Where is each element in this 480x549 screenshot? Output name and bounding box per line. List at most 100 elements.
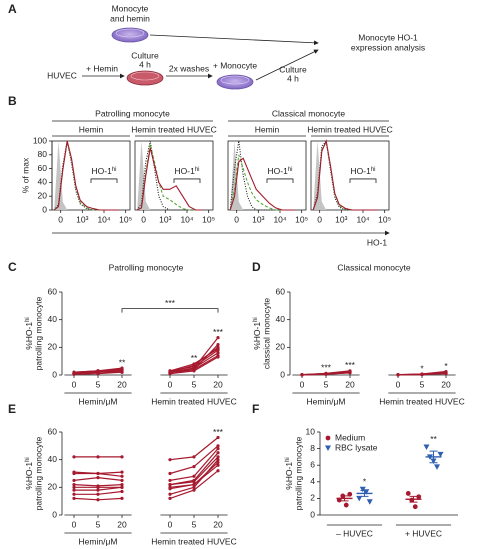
y-tick-label: 20 xyxy=(48,482,58,492)
significance: *** xyxy=(345,360,356,370)
donor-point xyxy=(72,470,76,474)
diagram-label: + Hemin xyxy=(86,63,118,73)
y-tick-label: 6 xyxy=(310,459,315,469)
donor-point xyxy=(120,470,124,474)
diagram-label: 2x washes xyxy=(169,63,209,73)
data-point xyxy=(423,444,430,450)
y-axis-label-text: %HO-1 xyxy=(24,322,34,350)
gate-label: HO-1hi xyxy=(268,166,293,176)
donor-point xyxy=(216,469,220,473)
x-tick-label: 10³ xyxy=(252,214,264,224)
data-point xyxy=(434,464,440,470)
y-tick-label: 40 xyxy=(276,314,286,324)
gate-label-text: HO-1 xyxy=(175,166,196,176)
y-axis-label-sup: hi xyxy=(25,457,31,462)
x-tick-label: 10⁵ xyxy=(202,214,215,224)
x-tick-label: 0 xyxy=(72,379,77,389)
isotype-area xyxy=(137,141,203,210)
donor-point xyxy=(216,435,220,440)
donor-point xyxy=(396,373,400,377)
donor-point xyxy=(192,482,196,487)
gate-label-text: HO-1 xyxy=(351,166,372,176)
y-tick-label: 0 xyxy=(280,369,285,379)
y-tick-label: 2 xyxy=(310,493,315,503)
gate-label-sup: hi xyxy=(371,167,376,173)
diagram-label: Monocyte xyxy=(112,3,149,13)
y-tick-label: 4 xyxy=(310,476,315,486)
histogram-line xyxy=(312,139,379,211)
x-tick-label: 0 xyxy=(72,519,77,529)
error-bar xyxy=(409,495,418,503)
workflow-diagram: Monocyte and hemin Monocyte HO-1 express… xyxy=(47,3,425,90)
donor-point xyxy=(72,482,76,487)
y-tick-label: 0 xyxy=(310,509,315,519)
x-tick-label: 0 xyxy=(168,379,173,389)
donor-point xyxy=(192,366,196,370)
x-tick-label: 5 xyxy=(192,379,197,389)
x-tick-label: 10⁴ xyxy=(180,214,193,224)
donor-point xyxy=(96,484,100,488)
donor-point xyxy=(96,498,100,502)
panel-label: A xyxy=(8,2,17,16)
gate xyxy=(266,178,294,183)
donor-point xyxy=(168,372,172,376)
gate-label-sup: hi xyxy=(112,167,117,173)
data-point xyxy=(405,491,411,496)
y-tick-label: 60 xyxy=(276,286,286,296)
panel-label: D xyxy=(252,260,261,274)
donor-point xyxy=(120,455,124,459)
y-tick-label: 60 xyxy=(38,163,48,173)
y-tick-label: 10 xyxy=(306,426,316,436)
panel-labels: A B C D E F xyxy=(8,2,261,416)
x-tick-label: 10⁴ xyxy=(356,214,369,224)
y-axis-label-sup: hi xyxy=(25,317,31,322)
y-tick-label: 40 xyxy=(38,177,48,187)
gate-label: HO-1hi xyxy=(92,166,117,176)
donor-point xyxy=(72,478,76,483)
donor-point xyxy=(168,458,172,462)
x-tick-label: 5 xyxy=(324,379,329,389)
donor-point xyxy=(96,455,100,459)
gate-label-sup: hi xyxy=(195,167,200,173)
dish xyxy=(111,27,149,43)
donor-point xyxy=(216,460,220,465)
x-tick-label: 10⁵ xyxy=(295,214,308,224)
histogram-line xyxy=(229,154,296,211)
legend-marker xyxy=(325,435,331,441)
donor-point xyxy=(120,370,124,374)
plot-frame xyxy=(134,140,214,211)
arrow xyxy=(255,49,319,81)
data-point xyxy=(366,499,373,505)
diagram-label: and hemin xyxy=(110,13,150,23)
y-axis-label-text: %HO-1 xyxy=(24,462,34,490)
y-tick-label: 80 xyxy=(38,149,48,159)
donor-point xyxy=(420,372,424,377)
panel-label: E xyxy=(8,402,16,416)
donor-point xyxy=(120,478,124,483)
donor-point xyxy=(168,492,172,496)
x-tick-label: 10⁴ xyxy=(273,214,286,224)
donor-point xyxy=(72,496,76,500)
diagram-label: Culture xyxy=(131,50,159,60)
x-tick-label: 0 xyxy=(141,214,146,224)
significance: ** xyxy=(191,353,198,363)
x-tick-label: 10⁴ xyxy=(97,214,110,224)
donor-point xyxy=(168,478,172,483)
y-axis-label: patrolling monocyte xyxy=(33,296,43,370)
data-point xyxy=(437,451,444,458)
group-label: Hemin treated HUVEC xyxy=(379,396,465,406)
y-axis-label-text: %HO-1 xyxy=(284,462,294,490)
panel-title: Hemin treated HUVEC xyxy=(307,124,393,134)
donor-line xyxy=(74,437,219,461)
donor-point xyxy=(96,471,100,476)
panel-label: C xyxy=(8,260,17,274)
donor-point xyxy=(192,474,196,478)
donor-point xyxy=(192,369,196,373)
data-point xyxy=(359,486,366,493)
donor-point xyxy=(192,464,196,469)
donor-point xyxy=(72,455,76,459)
donor-point xyxy=(168,471,172,476)
x-tick-label: 10³ xyxy=(335,214,347,224)
significance: *** xyxy=(213,327,224,337)
x-tick-label: 20 xyxy=(441,379,451,389)
